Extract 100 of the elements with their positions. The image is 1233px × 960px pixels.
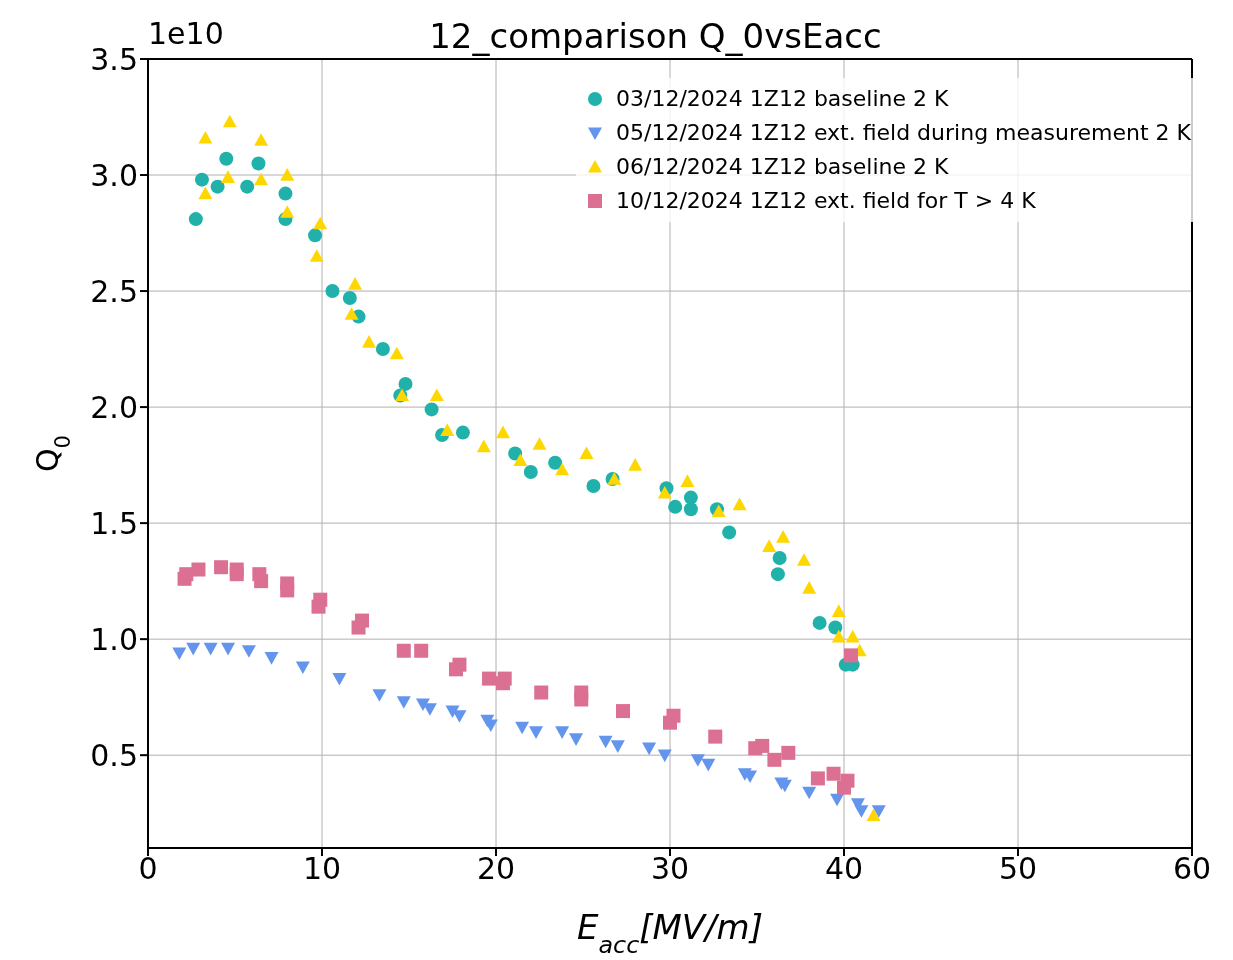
point	[610, 740, 625, 753]
y-tick-label: 2.0	[90, 389, 138, 425]
point	[309, 249, 324, 262]
x-axis-title: E$_{acc}$[MV/m]	[577, 907, 763, 959]
point	[203, 642, 218, 656]
point	[690, 754, 705, 767]
point	[569, 733, 584, 746]
point	[642, 742, 657, 756]
point	[372, 689, 387, 702]
point	[802, 581, 817, 594]
y-tick-label: 3.0	[90, 157, 138, 193]
point	[414, 643, 429, 658]
point	[534, 685, 549, 700]
point	[313, 216, 328, 230]
point	[548, 455, 563, 470]
point	[448, 662, 463, 677]
point	[831, 604, 846, 617]
point	[188, 212, 203, 227]
point	[264, 652, 279, 665]
point	[762, 539, 777, 552]
point	[837, 780, 851, 795]
point	[221, 642, 236, 656]
point	[683, 502, 698, 517]
point	[802, 786, 817, 800]
point	[532, 437, 547, 450]
point	[770, 567, 785, 582]
point	[214, 560, 229, 575]
point	[515, 721, 530, 735]
y-tick-label: 3.5	[90, 41, 138, 77]
legend-label: 10/12/2024 1Z12 ext. field for T > 4 K	[616, 187, 1036, 215]
point	[845, 629, 860, 643]
point	[701, 758, 716, 772]
point	[452, 710, 467, 723]
point	[871, 805, 886, 818]
point	[796, 553, 811, 566]
point	[708, 729, 723, 744]
point	[440, 423, 455, 436]
point	[198, 186, 213, 200]
point	[616, 704, 631, 719]
point	[398, 376, 413, 391]
point	[722, 525, 737, 540]
point	[241, 645, 256, 658]
point	[348, 277, 363, 290]
point	[767, 752, 782, 767]
point	[586, 478, 601, 493]
point	[812, 615, 827, 630]
point	[657, 749, 672, 763]
point	[396, 696, 411, 709]
point	[843, 648, 858, 663]
point	[311, 599, 326, 614]
point	[221, 170, 236, 183]
point	[280, 583, 295, 598]
point	[455, 425, 470, 440]
point	[191, 562, 206, 577]
point	[772, 550, 787, 565]
x-tick-label: 10	[302, 851, 342, 887]
point	[280, 205, 295, 218]
point	[254, 133, 269, 146]
point	[240, 179, 255, 194]
point	[732, 497, 747, 511]
point	[657, 485, 672, 499]
point	[854, 805, 869, 818]
point	[342, 291, 357, 306]
point	[375, 342, 390, 357]
point	[351, 620, 366, 635]
point	[810, 771, 825, 786]
point	[523, 465, 538, 480]
point	[495, 425, 510, 439]
text: 1e10	[148, 16, 224, 51]
point	[482, 671, 497, 686]
x-tick-label: 30	[650, 851, 690, 887]
point	[598, 735, 613, 749]
point	[278, 186, 293, 201]
point	[219, 151, 234, 166]
y-tick-label: 2.5	[90, 273, 138, 309]
point	[280, 168, 295, 181]
point	[251, 156, 266, 171]
point	[222, 114, 237, 128]
point	[172, 647, 187, 661]
point	[194, 172, 209, 187]
point	[396, 643, 411, 658]
point	[424, 402, 439, 417]
point	[668, 499, 683, 514]
point	[254, 172, 269, 186]
point	[361, 335, 376, 348]
legend-label: 03/12/2024 1Z12 baseline 2 K	[616, 85, 949, 113]
point	[332, 673, 347, 686]
point	[513, 453, 528, 467]
point	[555, 462, 570, 476]
point	[826, 766, 841, 781]
legend-label: 05/12/2024 1Z12 ext. field during measurement 2 K	[616, 119, 1191, 147]
y-tick-label: 1.5	[90, 505, 138, 541]
point	[508, 446, 523, 461]
point	[579, 446, 594, 460]
chart-title: 12_comparison Q_0vsEacc	[429, 16, 882, 56]
point	[325, 284, 340, 299]
point	[866, 808, 881, 822]
point	[529, 726, 544, 739]
y-tick-label: 1.0	[90, 621, 138, 657]
point	[344, 307, 359, 320]
